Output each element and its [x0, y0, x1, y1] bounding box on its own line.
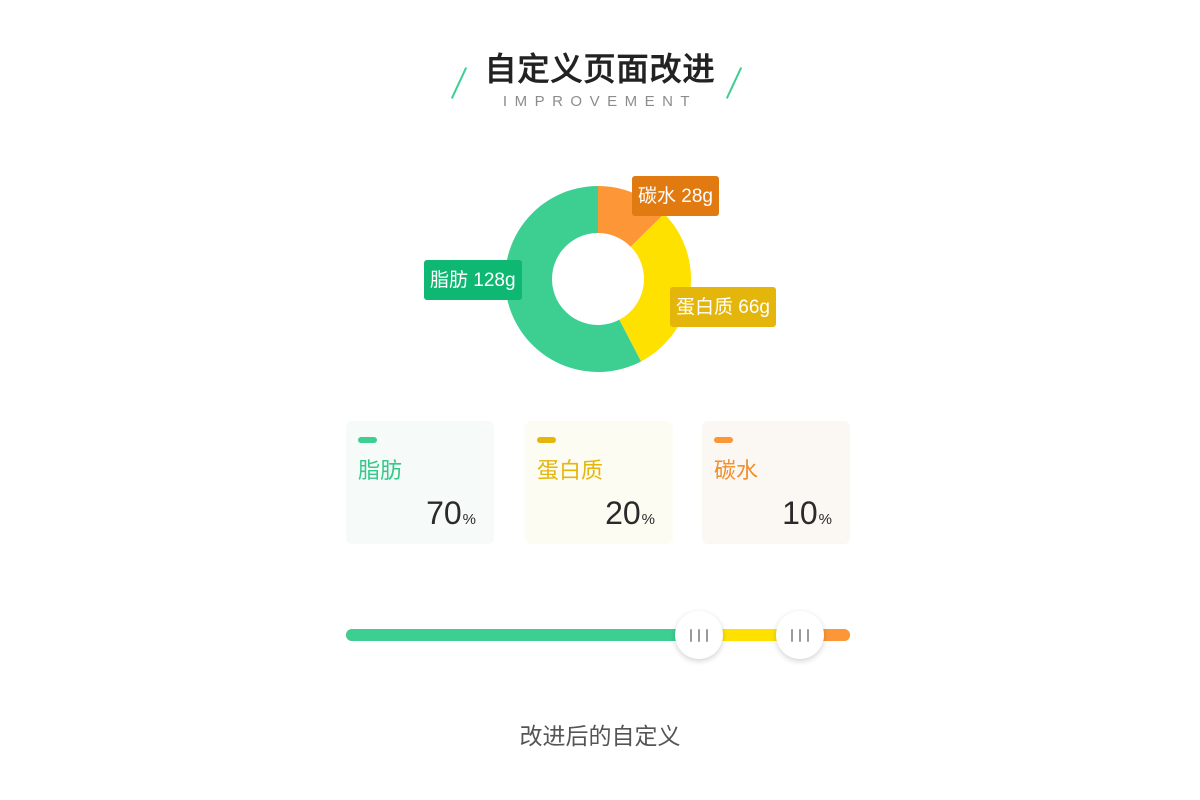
grip-line-icon [705, 628, 708, 642]
chart-label-fat: 脂肪 128g [424, 260, 522, 300]
grip-line-icon [697, 628, 700, 642]
protein-card-name: 蛋白质 [537, 458, 604, 483]
caption: 改进后的自定义 [519, 723, 681, 749]
protein-card-value: 20% [605, 495, 655, 531]
slider-handle-fat-protein[interactable] [674, 611, 723, 659]
slider-segment-fat [346, 629, 699, 641]
slider-segment-protein [698, 629, 800, 641]
macro-ratio-slider-track[interactable] [346, 629, 850, 641]
grip-line-icon [689, 628, 692, 642]
chart-label-protein: 蛋白质 66g [670, 287, 776, 327]
page-title: 自定义页面改进 [484, 51, 716, 87]
fat-card[interactable]: 脂肪 70% [346, 421, 494, 544]
carb-card-value: 10% [782, 495, 832, 531]
fat-color-bar [358, 437, 377, 443]
donut-slice-fat [505, 186, 642, 373]
grip-line-icon [798, 628, 801, 642]
carb-card[interactable]: 碳水 10% [702, 421, 850, 544]
grip-line-icon [806, 628, 809, 642]
fat-card-name: 脂肪 [358, 458, 403, 483]
protein-card[interactable]: 蛋白质 20% [525, 421, 673, 544]
grip-line-icon [790, 628, 793, 642]
carb-card-name: 碳水 [714, 458, 759, 483]
fat-card-value: 70% [426, 495, 476, 531]
protein-color-bar [537, 437, 556, 443]
carb-color-bar [714, 437, 733, 443]
page-subtitle: IMPROVEMENT [502, 93, 698, 110]
slider-handle-protein-carb[interactable] [775, 611, 824, 659]
macro-donut-chart [505, 186, 691, 373]
chart-label-carb: 碳水 28g [632, 176, 719, 216]
